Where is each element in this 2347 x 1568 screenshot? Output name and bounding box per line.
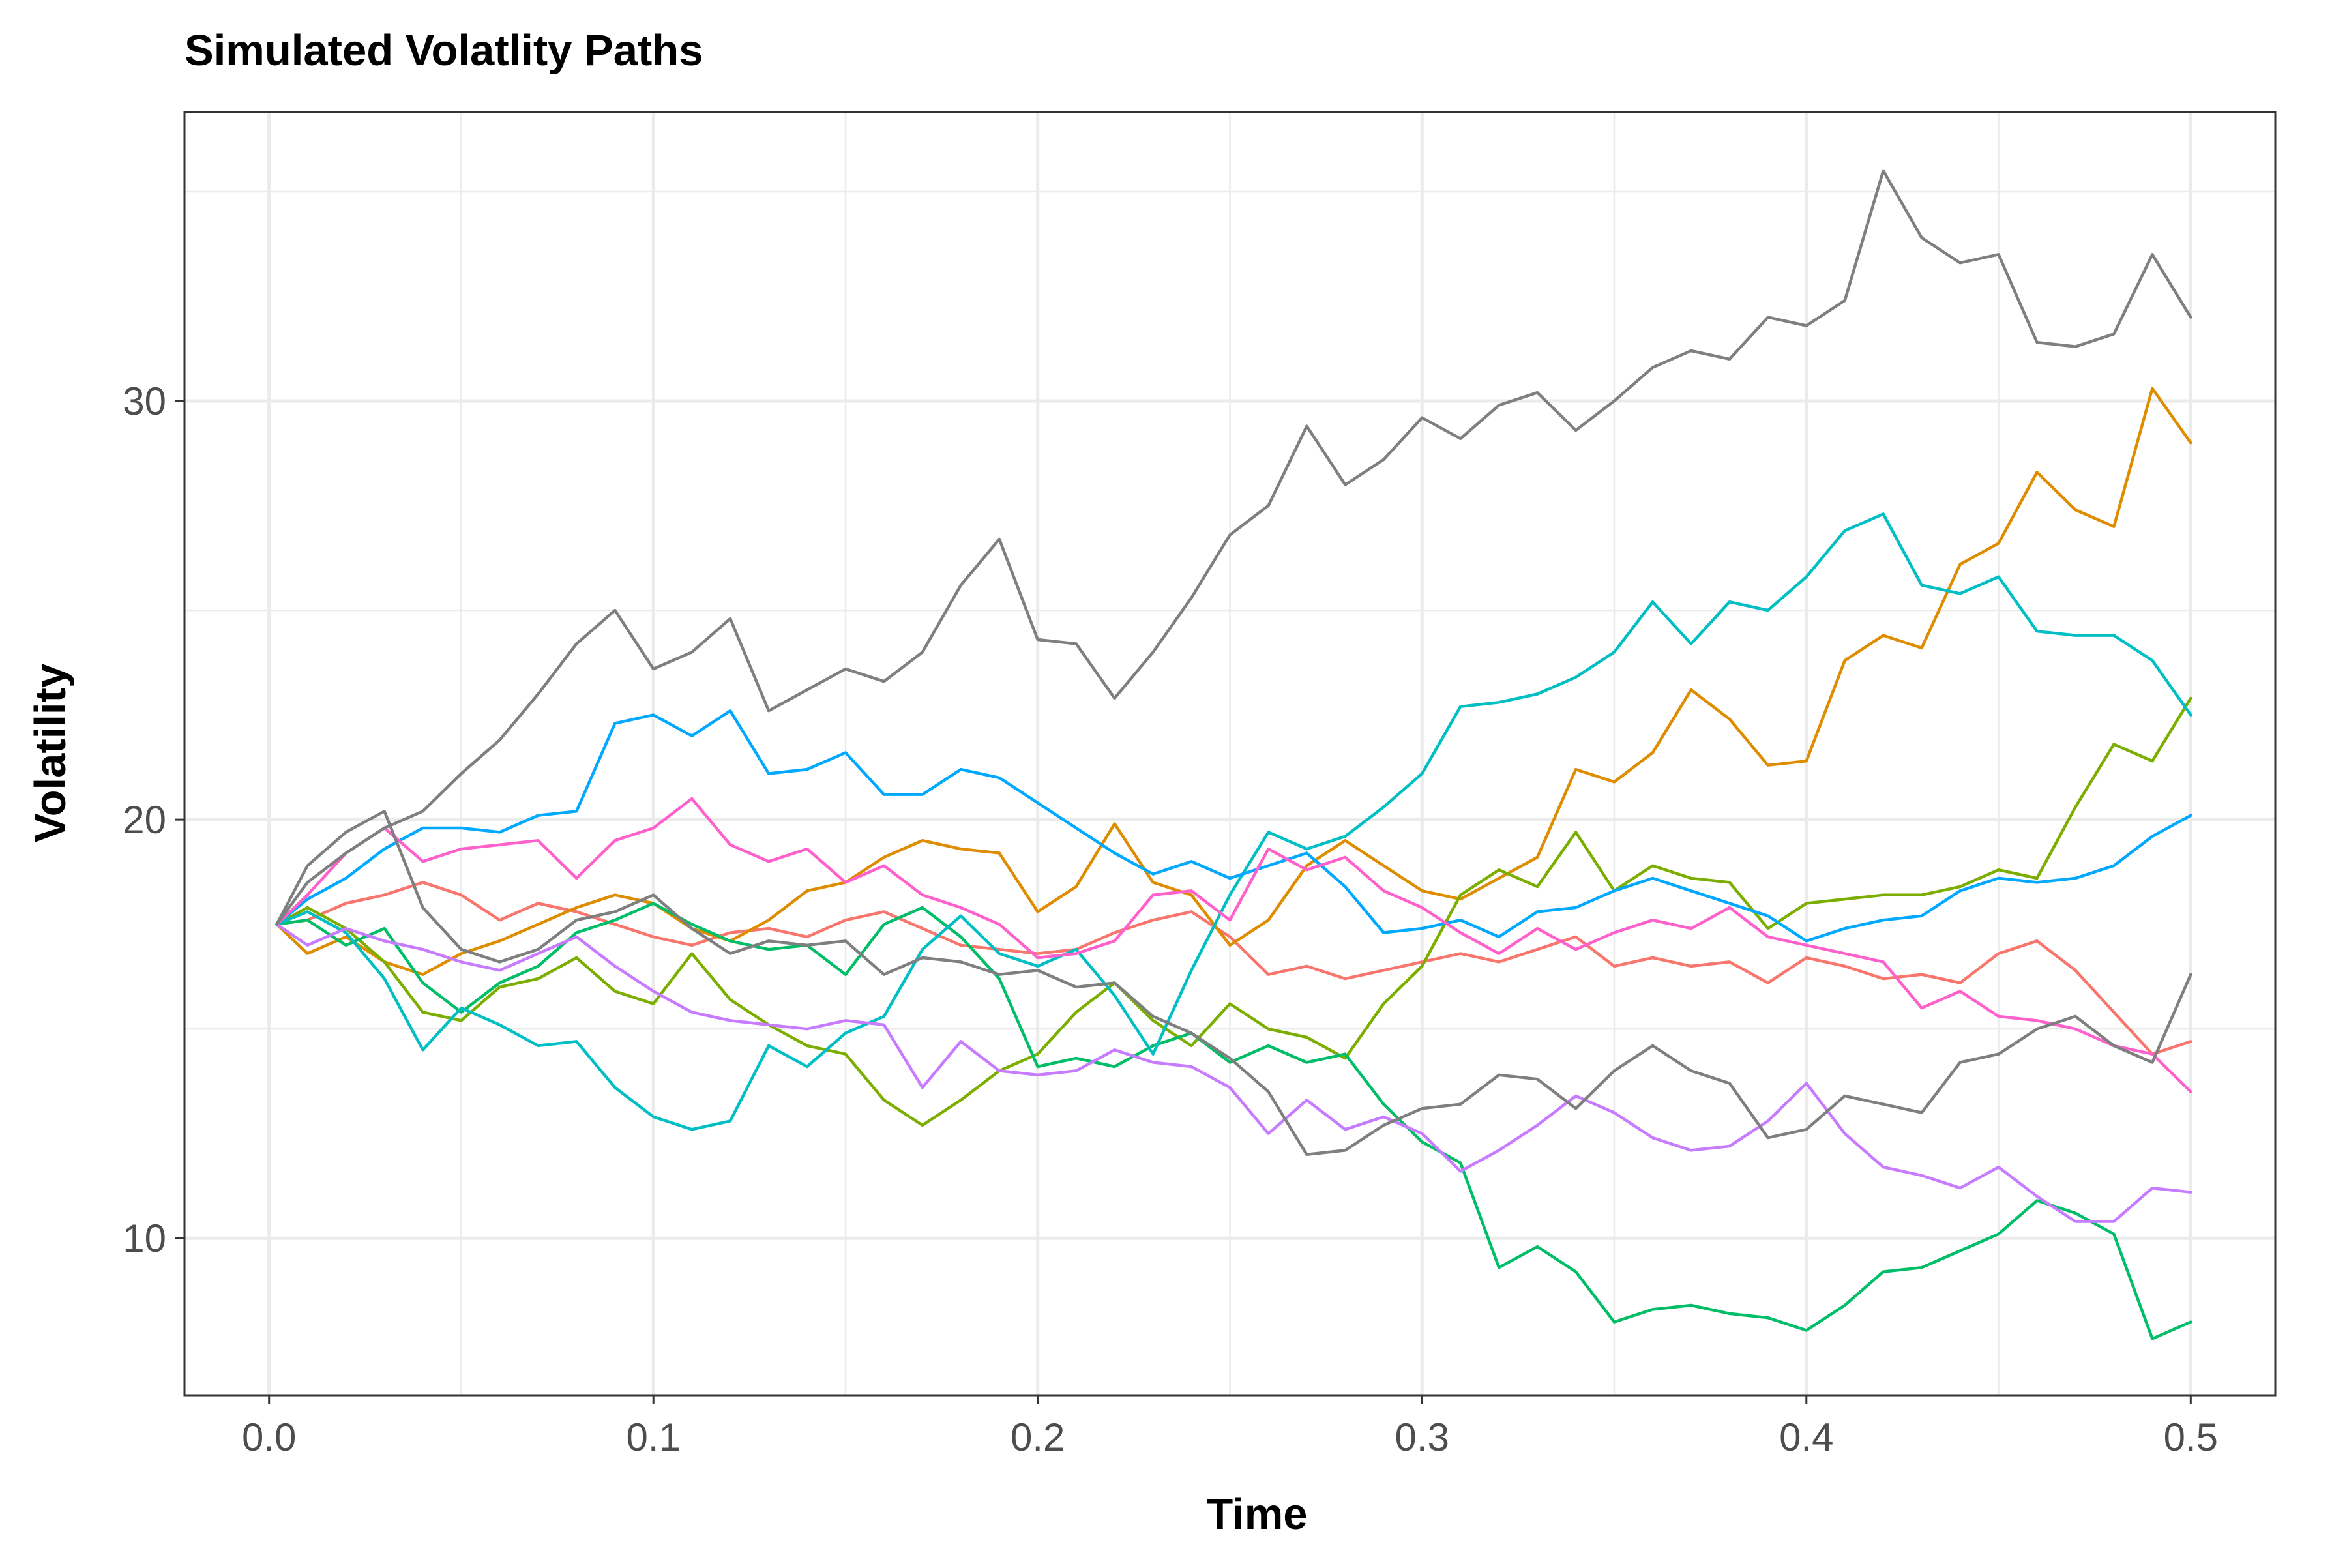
series-line-3 xyxy=(275,696,2192,1127)
series-line-10 xyxy=(275,810,2192,1157)
series-line-8 xyxy=(275,797,2192,1093)
x-tick-label: 0.4 xyxy=(1779,1415,1833,1459)
x-tick-label: 0.1 xyxy=(627,1415,681,1459)
series-line-4 xyxy=(275,902,2192,1340)
y-tick-label: 20 xyxy=(123,798,166,842)
series-line-5 xyxy=(275,512,2192,1131)
x-tick-label: 0.0 xyxy=(242,1415,296,1459)
series-line-9 xyxy=(275,169,2192,926)
series-line-2 xyxy=(275,387,2192,976)
y-tick-label: 30 xyxy=(123,379,166,423)
y-tick-label: 10 xyxy=(123,1217,166,1260)
series-line-6 xyxy=(275,709,2192,943)
x-tick-label: 0.5 xyxy=(2164,1415,2218,1459)
x-tick-label: 0.3 xyxy=(1395,1415,1449,1459)
axis-ticks: 0.0 0.1 0.2 0.3 0.4 0.5 10 20 30 xyxy=(123,379,2218,1459)
grid xyxy=(185,112,2275,1395)
y-axis-title: Volatility xyxy=(26,664,75,842)
panel-border xyxy=(183,111,2277,1397)
series-line-7 xyxy=(275,923,2192,1223)
chart-title: Simulated Volatlity Paths xyxy=(185,26,703,75)
x-tick-label: 0.2 xyxy=(1011,1415,1065,1459)
series-group xyxy=(275,169,2192,1340)
x-axis-title: Time xyxy=(1206,1490,1307,1539)
